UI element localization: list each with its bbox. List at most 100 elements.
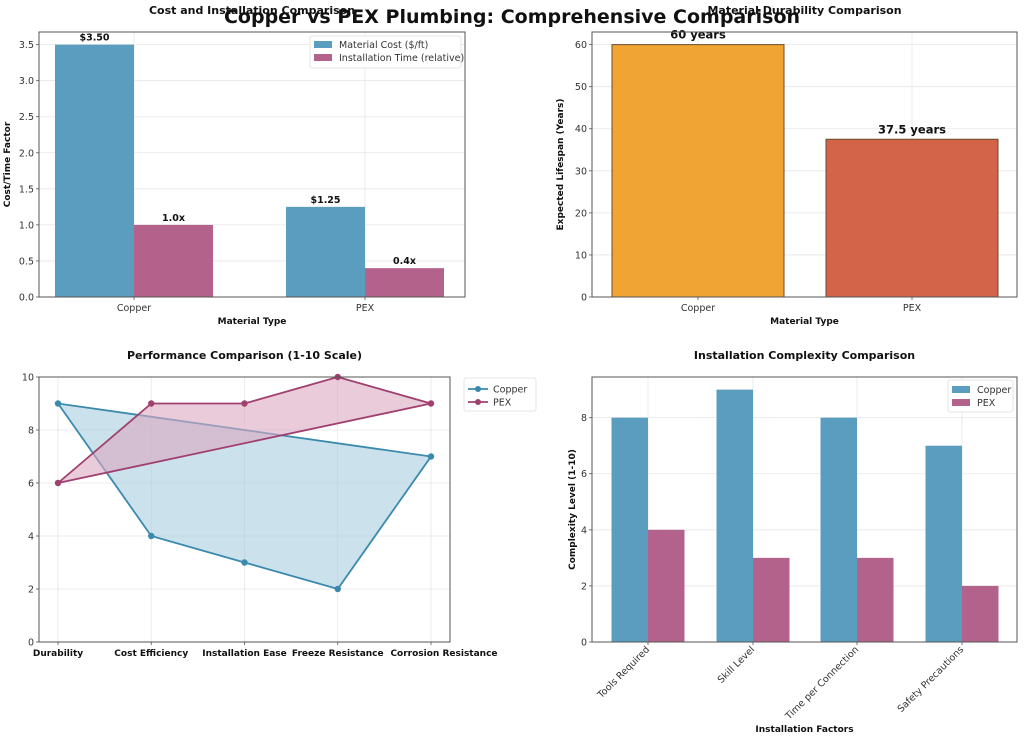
chart-installation-complexity: 0 2 4 6 8 Tools Required Skill Level Time per C… [568,349,1018,735]
axes-frame [591,376,1018,643]
legend: Material Cost ($/ft) Installation Time (r… [309,35,464,69]
legend-label: Installation Time (relative) [339,53,464,64]
legend-label: Copper [493,385,527,396]
x-tick-label: PEX [903,303,922,314]
y-tick-label: 8 [581,413,587,424]
bar-copper [820,417,857,642]
x-tick-label: Cost Efficiency [114,649,188,659]
legend-label: Material Cost ($/ft) [339,40,428,51]
bar-pex [648,529,685,642]
point-pex [241,400,248,407]
line-copper [56,402,433,591]
y-tick-label: 4 [28,532,34,543]
bar-pex [857,557,894,642]
bar-copper [716,389,753,642]
x-axis-label: Material Type [218,317,287,327]
point-pex [427,400,435,407]
y-axis-label: Complexity Level (1-10) [568,449,578,570]
chart-title: Material Durability Comparison [707,4,901,17]
chart-performance: 0 2 4 6 8 10 Durability Cost Efficiency Installa… [22,349,537,659]
y-tick-label: 20 [575,208,587,219]
x-axis-label: Material Type [770,317,839,327]
bar-value-label: 0.4x [393,256,416,267]
legend-box [309,35,462,69]
bar-installation-time-pex [365,268,444,297]
point-copper [54,400,62,407]
y-tick-label: 60 [575,40,587,51]
bar-lifespan-pex [825,138,999,298]
y-tick-label: 50 [575,82,587,93]
chart-cost-installation: 0.0 0.5 1.0 1.5 2.0 2.5 3.0 3.5 Copper PEX $3.50 $1… [3,4,466,327]
legend-label: PEX [977,398,996,409]
chart-title: Cost and Installation Comparison [149,4,355,17]
point-copper [241,559,248,566]
y-tick-label: 2 [581,581,587,592]
x-tick-label: Safety Precautions [896,644,967,715]
y-tick-label: 10 [22,373,34,384]
x-tick-label: Skill Level [716,644,757,685]
y-tick-label: 0 [581,638,587,649]
point-pex [54,479,62,487]
bar-material-cost-copper [55,44,134,297]
bar-value-label: 1.0x [162,213,185,224]
y-tick-label: 3.5 [19,40,34,51]
y-tick-label: 0.5 [19,256,34,267]
bar-lifespan-copper [611,44,785,298]
chart-title: Installation Complexity Comparison [694,349,915,362]
legend: Copper PEX [947,379,1014,413]
legend-swatch [952,399,970,406]
y-tick-label: 2 [28,585,34,596]
bar-value-label: 37.5 years [878,122,946,136]
x-tick-label: Copper [681,303,715,314]
x-tick-label: Corrosion Resistance [390,649,497,659]
point-copper [427,453,435,460]
chart-title: Performance Comparison (1-10 Scale) [127,349,362,362]
legend-swatch [314,41,332,48]
y-axis-label: Cost/Time Factor [3,121,13,207]
chart-material-durability: 0 10 20 30 40 50 60 60 years Copper 37.5 years PEX… [556,4,1018,327]
y-tick-label: 0.0 [19,293,34,304]
y-tick-label: 6 [28,479,34,490]
figure-suptitle: Copper vs PEX Plumbing: Comprehensive Co… [224,6,800,28]
axes-frame [38,31,466,298]
axes-frame [38,376,451,643]
bar-copper [611,417,648,642]
bar-value-label: 60 years [670,28,726,42]
x-tick-label: Copper [117,303,151,314]
line-pex [57,376,432,484]
x-tick-label: Tools Required [595,644,652,701]
y-tick-label: 0 [28,638,34,649]
bar-copper [925,445,962,642]
y-tick-label: 2.5 [19,112,34,123]
legend-swatch [314,54,332,61]
y-tick-label: 1.0 [19,220,34,231]
y-tick-label: 30 [575,166,587,177]
x-tick-label: PEX [356,303,375,314]
x-tick-label: Time per Connection [783,644,861,722]
axes-frame [591,31,1018,298]
x-tick-label: Freeze Resistance [292,649,384,659]
x-axis-label: Installation Factors [755,725,853,735]
legend-label: PEX [493,398,512,409]
x-tick-label: Durability [33,649,83,659]
legend-label: Copper [977,385,1011,396]
y-tick-label: 8 [28,426,34,437]
bar-pex [753,557,790,642]
y-tick-label: 40 [575,124,587,135]
y-tick-label: 6 [581,469,587,480]
y-axis-label: Expected Lifespan (Years) [556,99,566,231]
bar-installation-time-copper [134,224,213,297]
bar-material-cost-pex [286,206,365,297]
y-tick-label: 1.5 [19,184,34,195]
x-tick-label: Installation Ease [202,649,287,659]
legend-swatch [952,386,970,393]
bar-pex [962,585,999,642]
point-pex [148,400,155,407]
legend-marker [475,386,481,392]
y-tick-label: 3.0 [19,76,34,87]
y-tick-label: 2.0 [19,148,34,159]
bar-value-label: $1.25 [310,195,340,206]
y-tick-label: 4 [581,525,587,536]
point-copper [148,532,155,540]
